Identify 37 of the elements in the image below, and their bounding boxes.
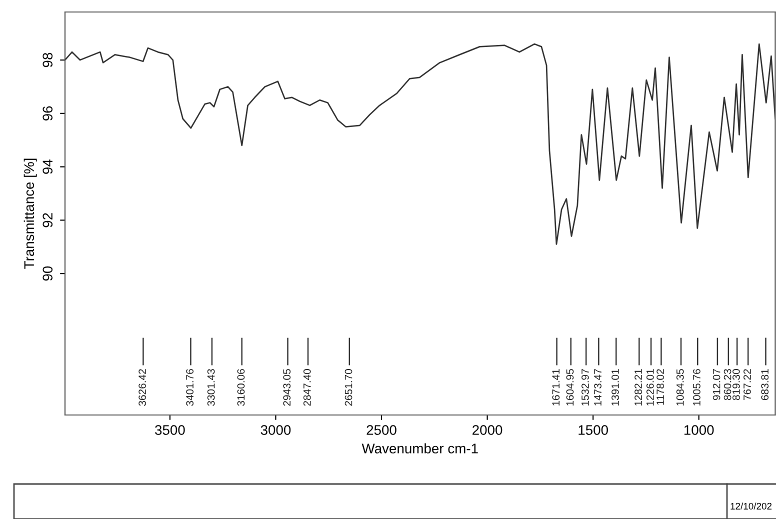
ref-line-label: 2847.40: [303, 369, 311, 406]
ref-line-label: 1473.47: [594, 369, 602, 406]
x-tick-label: 3000: [260, 425, 291, 435]
y-axis-title: Transmittance [%]: [24, 158, 37, 269]
ref-line-label: 860.23: [724, 369, 732, 400]
x-axis-title: Wavenumber cm-1: [362, 443, 478, 454]
x-tick-label: 1500: [578, 425, 608, 435]
x-tick-label: 1000: [684, 425, 714, 435]
ref-line-label: 2943.05: [283, 369, 291, 406]
y-tick-label: 92: [42, 213, 53, 228]
y-tick-label: 96: [42, 106, 53, 120]
ref-line-label: 767.22: [744, 369, 751, 400]
ref-line-label: 3301.43: [207, 369, 215, 406]
line-series: [65, 43, 776, 245]
ref-line-label: 1226.01: [646, 369, 654, 406]
ref-line-label: 683.81: [761, 369, 769, 400]
ref-line-label: 1084.35: [676, 369, 684, 406]
ref-line-label: 1391.01: [612, 369, 619, 406]
ref-line-label: 1604.95: [566, 369, 574, 406]
ref-line-label: 819.30: [732, 369, 740, 400]
ref-line-label: 912.07: [712, 369, 720, 400]
y-tick-label: 90: [42, 266, 53, 281]
ref-line-label: 1282.21: [634, 369, 642, 406]
ref-line-label: 2651.70: [344, 369, 352, 406]
y-tick-label: 94: [42, 159, 53, 174]
ref-line-label: 1671.41: [552, 369, 560, 406]
text: 12/10/202: [730, 502, 772, 510]
ref-line-label: 3626.42: [138, 369, 146, 406]
ref-line-label: 1532.97: [582, 369, 589, 406]
ref-line-label: 1005.76: [693, 369, 700, 406]
ref-line-label: 3401.76: [186, 369, 194, 406]
x-tick-label: 2500: [366, 425, 396, 435]
x-tick-label: 3500: [155, 425, 185, 435]
ref-line-label: 3160.06: [237, 369, 245, 406]
y-tick-label: 98: [42, 52, 53, 68]
x-tick-label: 2000: [472, 425, 502, 435]
ref-line-label: 1178.02: [656, 369, 664, 405]
